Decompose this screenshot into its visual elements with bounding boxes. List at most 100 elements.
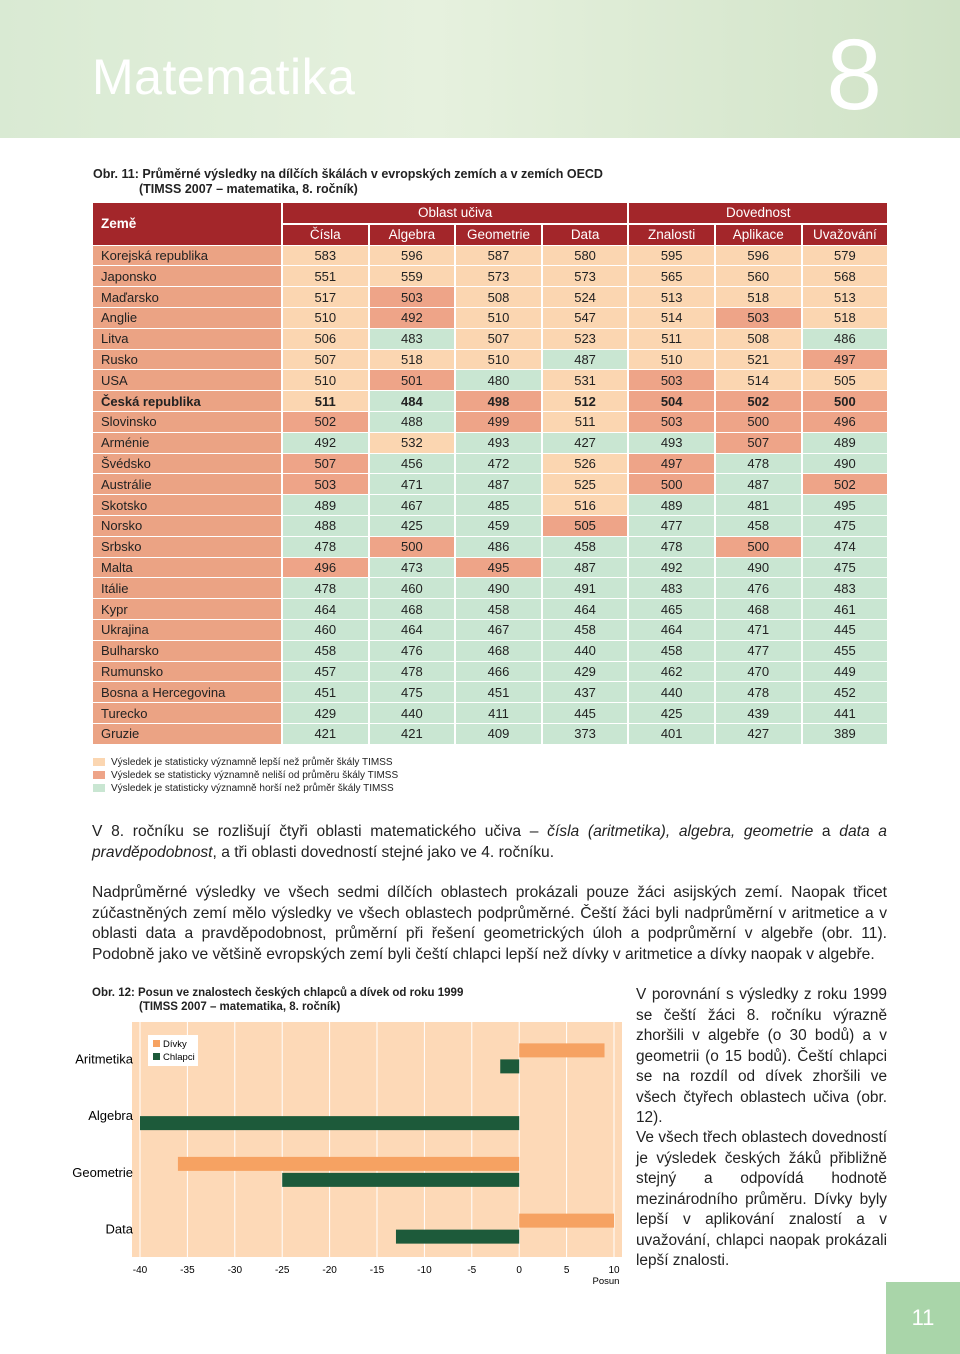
bar <box>519 1213 614 1228</box>
country-name: Itálie <box>93 578 281 599</box>
score-cell: 583 <box>283 245 368 266</box>
score-cell: 496 <box>802 411 888 432</box>
score-cell: 595 <box>629 245 714 266</box>
country-name: Ukrajina <box>93 619 281 640</box>
score-cell: 521 <box>715 349 801 370</box>
score-cell: 458 <box>542 619 628 640</box>
table-legend: Výsledek je statisticky významně lepší n… <box>93 756 398 795</box>
score-cell: 516 <box>542 495 628 515</box>
score-cell: 478 <box>369 661 455 682</box>
legend-swatch <box>153 1040 160 1047</box>
country-name: USA <box>93 370 281 391</box>
table-row: Anglie 510 492 510 547 514 503 518 <box>93 307 888 328</box>
table-row: Slovinsko 502 488 499 511 503 500 496 <box>93 411 888 432</box>
column-header: Algebra <box>369 224 455 245</box>
score-cell: 409 <box>456 723 541 744</box>
score-cell: 507 <box>715 432 801 453</box>
bar <box>395 1229 520 1244</box>
score-cell: 487 <box>456 474 541 495</box>
score-cell: 573 <box>542 266 628 287</box>
score-cell: 475 <box>802 515 888 536</box>
x-tick-label: -35 <box>180 1265 195 1276</box>
country-name: Austrálie <box>93 474 281 495</box>
text-run: , a tři oblasti dovedností stejné jako v… <box>212 843 555 861</box>
paragraph: V 8. ročníku se rozlišují čtyři oblasti … <box>92 822 887 863</box>
score-cell: 510 <box>283 370 368 391</box>
score-cell: 499 <box>456 411 541 432</box>
score-cell: 500 <box>715 536 801 557</box>
score-cell: 451 <box>283 682 368 703</box>
score-cell: 505 <box>542 515 628 536</box>
table-row: Srbsko 478 500 486 458 478 500 474 <box>93 536 888 557</box>
group-header: Dovednost <box>629 203 888 224</box>
table-row: Malta 496 473 495 487 492 490 475 <box>93 557 888 578</box>
score-cell: 490 <box>802 453 888 474</box>
score-cell: 451 <box>456 682 541 703</box>
score-cell: 489 <box>283 495 368 515</box>
table-row: Litva 506 483 507 523 511 508 486 <box>93 328 888 349</box>
score-cell: 512 <box>542 391 628 411</box>
table-caption: Obr. 11: Průměrné výsledky na dílčích šk… <box>93 167 603 197</box>
score-cell: 464 <box>629 619 714 640</box>
score-cell: 440 <box>542 640 628 661</box>
score-cell: 502 <box>715 391 801 411</box>
score-cell: 476 <box>369 640 455 661</box>
score-cell: 457 <box>283 661 368 682</box>
score-cell: 503 <box>629 370 714 391</box>
legend-label: Chlapci <box>163 1052 195 1063</box>
score-cell: 517 <box>283 287 368 307</box>
country-name: Skotsko <box>93 495 281 515</box>
score-cell: 489 <box>629 495 714 515</box>
score-cell: 513 <box>629 287 714 307</box>
text-run: a <box>813 823 840 840</box>
legend-text: Výsledek je statisticky významně lepší n… <box>111 757 393 768</box>
score-cell: 491 <box>542 578 628 599</box>
column-header: Geometrie <box>456 224 541 245</box>
x-tick-label: 10 <box>608 1265 620 1276</box>
score-cell: 373 <box>542 723 628 744</box>
country-name: Rusko <box>93 349 281 370</box>
score-cell: 466 <box>456 661 541 682</box>
table-row: Bulharsko 458 476 468 440 458 477 455 <box>93 640 888 661</box>
score-cell: 475 <box>369 682 455 703</box>
paragraph: Nadprůměrné výsledky ve všech sedmi dílč… <box>92 883 887 965</box>
score-cell: 503 <box>629 411 714 432</box>
score-cell: 478 <box>629 536 714 557</box>
score-cell: 580 <box>542 245 628 266</box>
score-cell: 493 <box>456 432 541 453</box>
chart-caption: Obr. 12: Posun ve znalostech českých chl… <box>92 986 463 1014</box>
table-row: Rumunsko 457 478 466 429 462 470 449 <box>93 661 888 682</box>
legend-item: Výsledek je statisticky významně lepší n… <box>93 756 398 769</box>
score-cell: 518 <box>369 349 455 370</box>
chapter-number: 8 <box>826 19 882 131</box>
page-title: Matematika <box>92 49 356 105</box>
score-cell: 427 <box>715 723 801 744</box>
y-tick-label: Geometrie <box>72 1165 133 1180</box>
score-cell: 497 <box>802 349 888 370</box>
score-cell: 458 <box>715 515 801 536</box>
score-cell: 500 <box>369 536 455 557</box>
score-cell: 504 <box>629 391 714 411</box>
score-cell: 464 <box>369 619 455 640</box>
table-row: Gruzie 421 421 409 373 401 427 389 <box>93 723 888 744</box>
score-cell: 459 <box>456 515 541 536</box>
x-tick-label: -5 <box>467 1265 476 1276</box>
x-tick-label: -10 <box>417 1265 432 1276</box>
banner: Matematika 8 <box>0 0 960 138</box>
score-cell: 458 <box>283 640 368 661</box>
table-row: Austrálie 503 471 487 525 500 487 502 <box>93 474 888 495</box>
score-cell: 500 <box>802 391 888 411</box>
country-name: Norsko <box>93 515 281 536</box>
score-cell: 468 <box>715 599 801 619</box>
score-cell: 421 <box>369 723 455 744</box>
score-cell: 460 <box>369 578 455 599</box>
legend-label: Dívky <box>163 1039 187 1050</box>
column-header: Data <box>542 224 628 245</box>
legend-item: Výsledek se statisticky významně neliší … <box>93 769 398 782</box>
score-cell: 440 <box>369 703 455 723</box>
caption-line: (TIMSS 2007 – matematika, 8. ročník) <box>139 182 358 196</box>
table-row: Skotsko 489 467 485 516 489 481 495 <box>93 495 888 515</box>
text-run: Nadprůměrné výsledky ve všech sedmi dílč… <box>92 884 887 963</box>
score-cell: 486 <box>802 328 888 349</box>
score-cell: 524 <box>542 287 628 307</box>
